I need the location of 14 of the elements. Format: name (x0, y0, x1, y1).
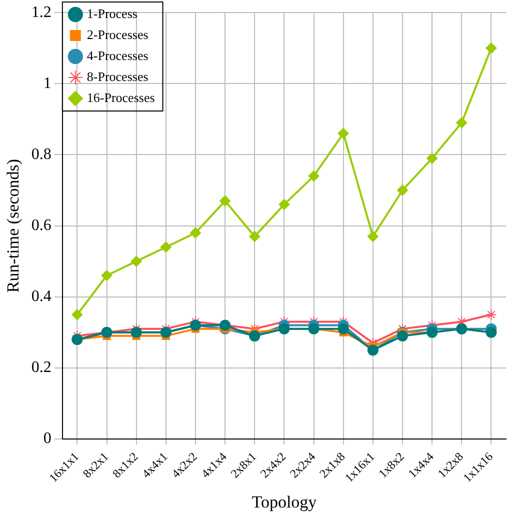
y-tick-label: 1.2 (31, 4, 52, 21)
y-tick-label: 0.8 (31, 146, 52, 163)
y-tick-label: 1 (43, 74, 52, 92)
legend-label: 2-Processes (86, 26, 148, 42)
legend-label: 8-Processes (86, 68, 148, 84)
y-axis-title: Run-time (seconds) (4, 158, 23, 293)
legend-label: 1-Process (86, 6, 138, 21)
x-axis-title: Topology (252, 492, 318, 512)
y-tick-label: 0.4 (31, 288, 52, 306)
legend-label: 4-Processes (86, 48, 148, 63)
y-tick-label: 0 (43, 430, 52, 448)
legend-label: 16-Processes (86, 90, 155, 105)
y-tick-label: 0.6 (31, 216, 52, 234)
y-tick-label: 0.2 (31, 359, 52, 376)
